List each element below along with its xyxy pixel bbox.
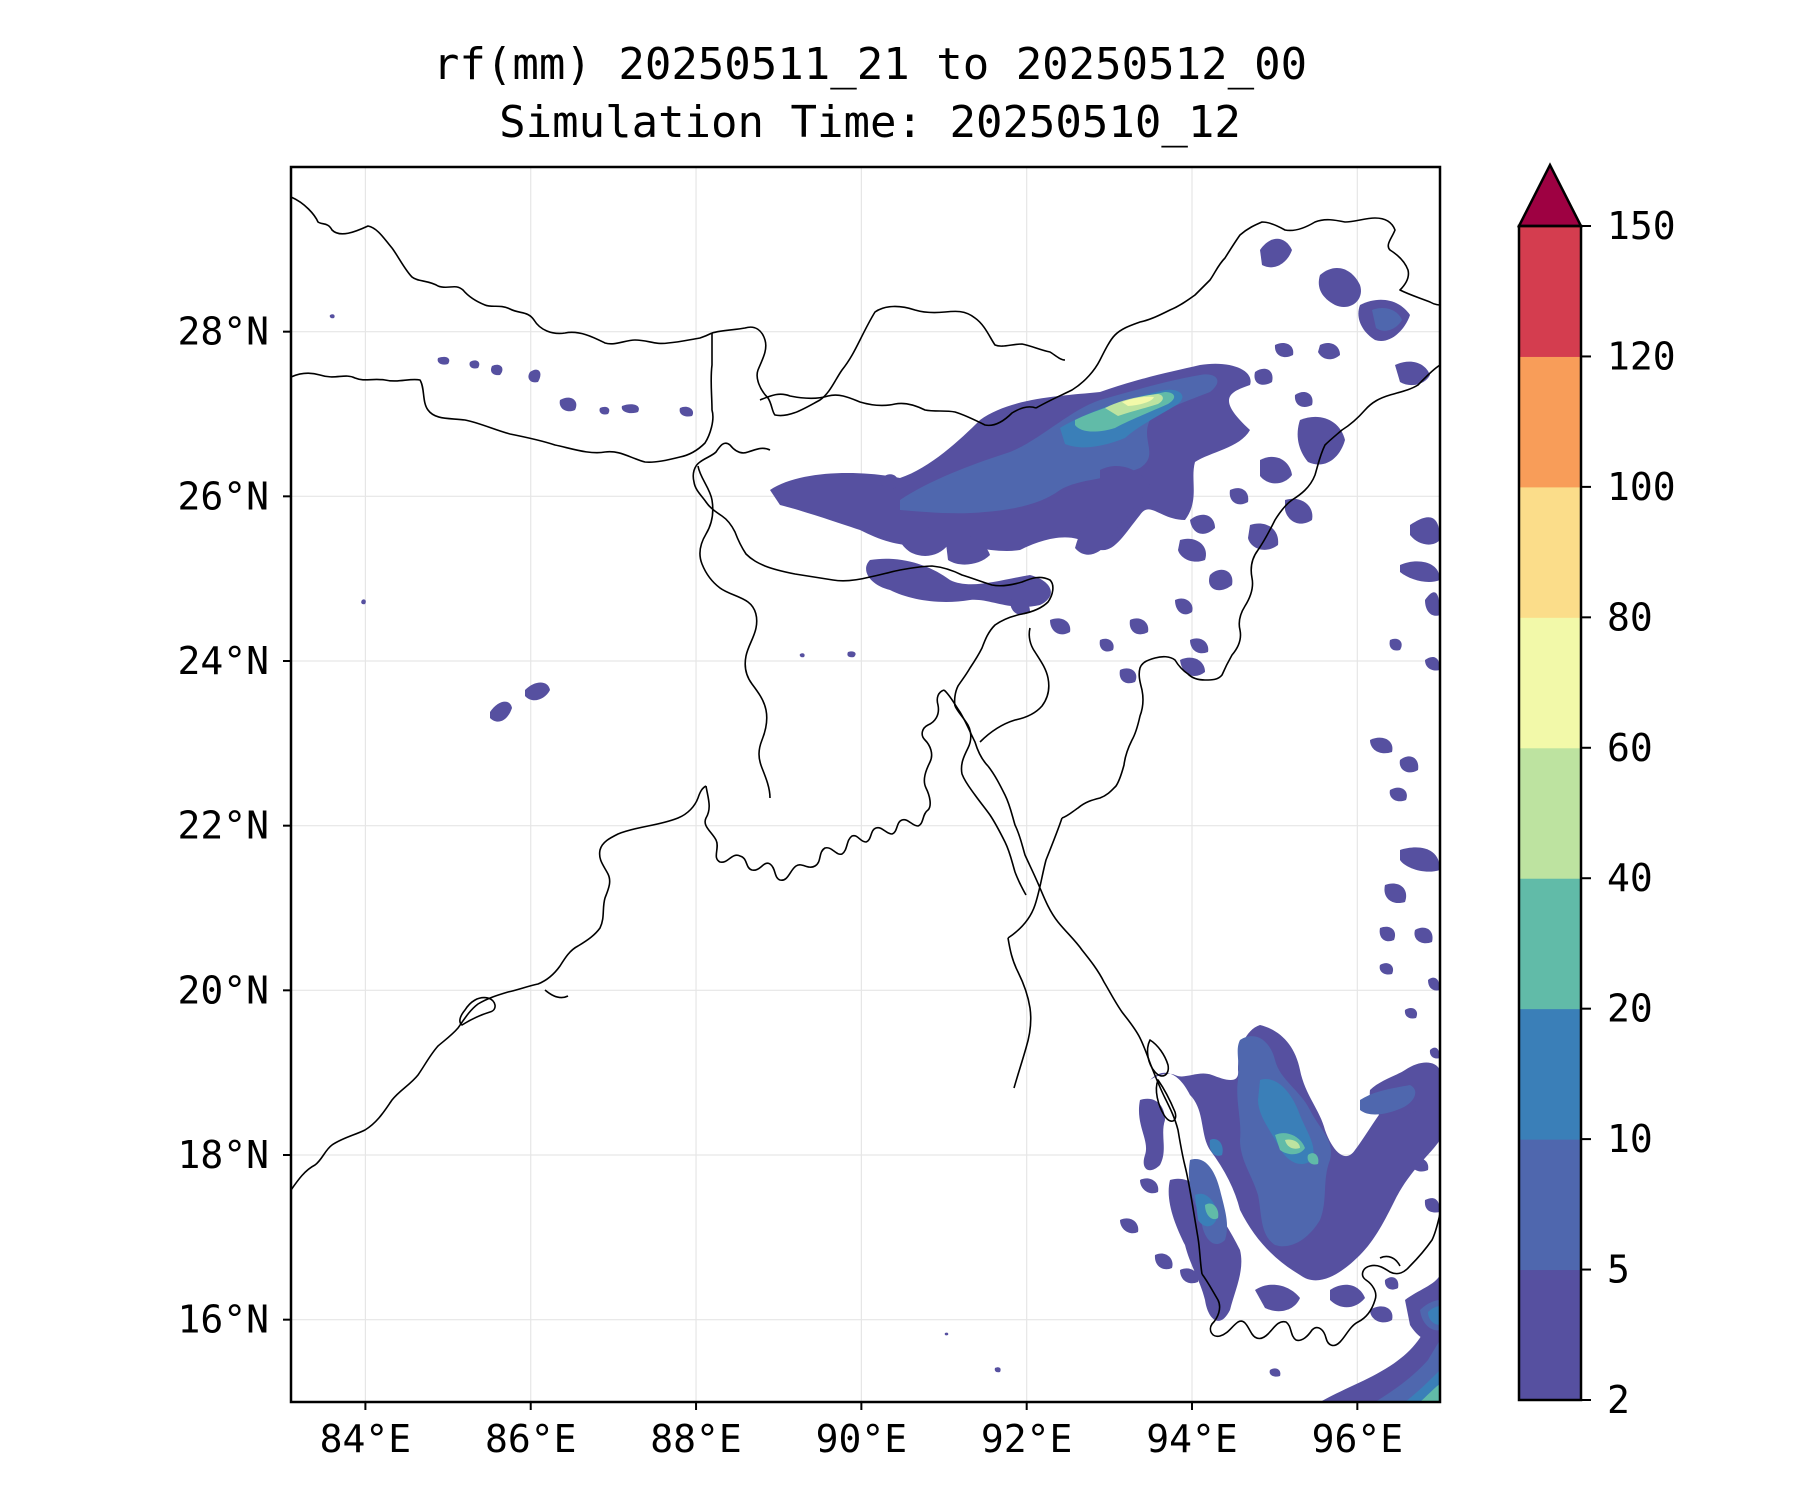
colorbar-segment <box>1519 878 1581 1010</box>
coast-odisha-lake <box>459 996 496 1026</box>
lat-tick-label: 28°N <box>177 310 269 354</box>
lon-tick-label: 96°E <box>1312 1417 1404 1461</box>
coast-chittagong <box>987 765 1203 1275</box>
lat-tick-label: 20°N <box>177 968 269 1012</box>
rain-area-southeast <box>944 1275 1440 1402</box>
border-sikkim-bhutan <box>711 305 1066 417</box>
rainfall-contours <box>329 238 1440 1402</box>
colorbar-segment <box>1519 747 1581 879</box>
lat-tick-label: 16°N <box>177 1298 269 1342</box>
coast-andhra <box>544 989 569 999</box>
colorbar: 2 5 10 20 40 60 80 100 120 150 <box>1516 162 1676 1422</box>
coast-sundarbans <box>704 689 945 881</box>
colorbar-tick-label: 2 <box>1607 1378 1630 1422</box>
coast-india-east <box>291 785 707 1191</box>
lon-tick-label: 84°E <box>320 1417 412 1461</box>
colorbar-ticks: 2 5 10 20 40 60 80 100 120 150 <box>1581 204 1676 1422</box>
colorbar-tick-label: 60 <box>1607 726 1653 770</box>
lon-tick-label: 88°E <box>650 1417 742 1461</box>
border-tripura-mizoram <box>1007 817 1063 939</box>
colorbar-frame <box>1517 224 1583 1402</box>
colorbar-segment <box>1519 1008 1581 1140</box>
border-bangladesh <box>692 442 1054 707</box>
border-mizoram-bangladesh <box>979 627 1050 743</box>
colorbar-tick-label: 80 <box>1607 595 1653 639</box>
lat-tick-label: 26°N <box>177 474 269 518</box>
map-frame <box>289 165 1442 1404</box>
rain-area-northeast <box>770 238 1430 684</box>
rain-area-west <box>329 314 856 722</box>
coast-meghna <box>943 689 989 767</box>
lon-tick-label: 94°E <box>1146 1417 1238 1461</box>
coast-irrawaddy-delta <box>1201 1213 1440 1347</box>
lon-tick-label: 92°E <box>981 1417 1073 1461</box>
colorbar-segment <box>1519 617 1581 749</box>
colorbar-segment <box>1519 356 1581 488</box>
colorbar-tick-label: 10 <box>1607 1117 1653 1161</box>
rain-area-east-edge <box>1370 517 1440 1059</box>
colorbar-tick-label: 100 <box>1607 465 1676 509</box>
axis-ticks: 84°E 86°E 88°E 90°E 92°E 94°E 96°E 16°N 18°N 20°N… <box>177 310 1403 1461</box>
colorbar-segments <box>1519 226 1581 1401</box>
border-china-north <box>1035 217 1440 409</box>
lon-tick-label: 86°E <box>485 1417 577 1461</box>
lon-tick-label: 90°E <box>816 1417 908 1461</box>
border-mizoram-south <box>1007 937 1032 1089</box>
border-assam-myanmar <box>1061 364 1440 819</box>
colorbar-segment <box>1519 486 1581 618</box>
colorbar-segment <box>1519 1139 1581 1271</box>
rain-area-myanmar <box>1120 1025 1440 1321</box>
colorbar-tick-label: 120 <box>1607 334 1676 378</box>
colorbar-segment <box>1519 226 1581 357</box>
lat-tick-label: 24°N <box>177 639 269 683</box>
border-nepal-north <box>291 196 713 345</box>
colorbar-tick-label: 150 <box>1607 204 1676 248</box>
title-line-1: rf(mm) 20250511_21 to 20250512_00 <box>432 39 1308 90</box>
border-nepal-south <box>291 333 714 463</box>
coast-rakhine-islands <box>1146 1039 1170 1077</box>
map-title: rf(mm) 20250511_21 to 20250512_00 Simula… <box>0 36 1740 152</box>
coastlines-and-borders <box>291 196 1440 1347</box>
coast-gulf-martaban <box>1379 1255 1401 1267</box>
lat-tick-label: 22°N <box>177 804 269 848</box>
coast-ramree <box>1155 1079 1177 1122</box>
colorbar-tick-label: 20 <box>1607 987 1653 1031</box>
colorbar-segment <box>1519 1269 1581 1401</box>
border-bhutan-south <box>759 393 1037 427</box>
border-bangladesh-west <box>697 465 771 799</box>
colorbar-extend-triangle <box>1516 162 1584 228</box>
colorbar-tick-label: 5 <box>1607 1248 1630 1292</box>
title-line-2: Simulation Time: 20250510_12 <box>499 97 1241 148</box>
lat-tick-label: 18°N <box>177 1133 269 1177</box>
colorbar-tick-label: 40 <box>1607 856 1653 900</box>
